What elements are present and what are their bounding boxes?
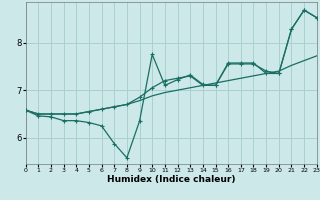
X-axis label: Humidex (Indice chaleur): Humidex (Indice chaleur) bbox=[107, 175, 236, 184]
